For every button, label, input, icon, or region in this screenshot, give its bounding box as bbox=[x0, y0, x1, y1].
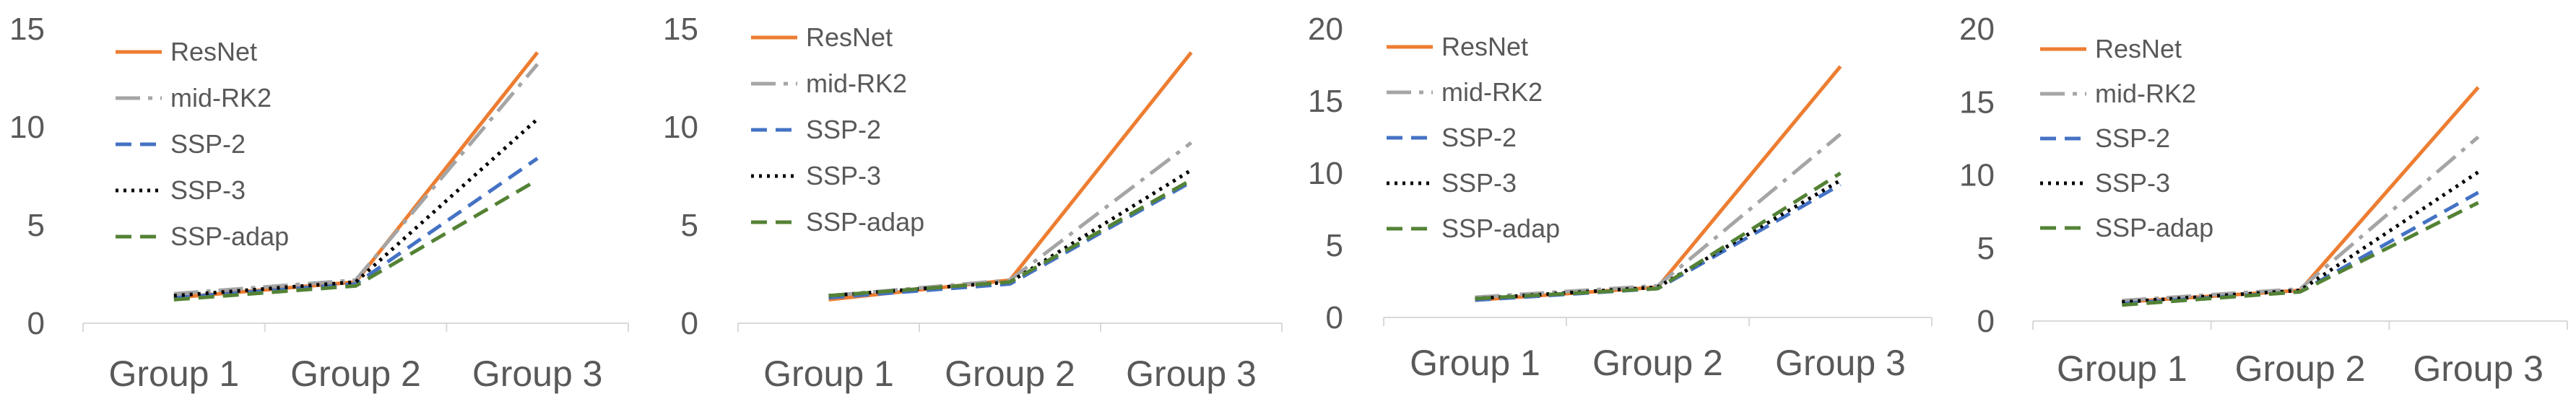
legend: ResNet mid-RK2 SSP-2 SSP-3 SSP-adap bbox=[116, 37, 289, 251]
legend-label: SSP-2 bbox=[170, 129, 246, 159]
x-tick-label: Group 2 bbox=[2235, 348, 2366, 389]
legend-label: SSP-2 bbox=[2095, 123, 2170, 153]
series-line-ssp-adap bbox=[828, 178, 1192, 298]
chart-1: 0 5 10 15 Group 1 Group 2 Group 3 ResNet mid-RK2… bbox=[9, 12, 629, 394]
x-tick-label: Group 3 bbox=[472, 354, 603, 394]
y-tick-label: 10 bbox=[9, 110, 45, 145]
y-tick-label: 20 bbox=[1959, 12, 1995, 47]
y-tick-label: 15 bbox=[1959, 84, 1995, 120]
legend-label: ResNet bbox=[806, 22, 893, 52]
series-line-ssp-adap bbox=[1475, 171, 1842, 301]
y-tick-label: 10 bbox=[1959, 158, 1995, 193]
x-tick-label: Group 1 bbox=[763, 354, 894, 394]
legend-label: SSP-3 bbox=[170, 175, 246, 205]
y-tick-label: 10 bbox=[663, 110, 698, 145]
series-line-resnet bbox=[2122, 86, 2480, 304]
legend-label: SSP-adap bbox=[806, 207, 924, 237]
series-line-ssp-adap bbox=[173, 178, 539, 302]
y-tick-label: 5 bbox=[681, 208, 698, 243]
x-tick-label: Group 2 bbox=[945, 354, 1075, 394]
y-tick-label: 5 bbox=[27, 208, 45, 243]
chart-2: 0 5 10 15 Group 1 Group 2 Group 3 ResNet mid-RK2… bbox=[663, 12, 1283, 394]
legend: ResNet mid-RK2 SSP-2 SSP-3 SSP-adap bbox=[751, 22, 924, 237]
y-tick-label: 0 bbox=[27, 306, 45, 341]
legend-label: mid-RK2 bbox=[170, 83, 272, 113]
legend-label: mid-RK2 bbox=[806, 69, 907, 98]
x-tick-label: Group 1 bbox=[1410, 343, 1540, 383]
series-line-mid-rk2 bbox=[2122, 135, 2480, 303]
chart-3: 0 5 10 15 20 Group 1 Group 2 Group 3 ResNet mid-R… bbox=[1308, 12, 1933, 383]
legend-label: ResNet bbox=[2095, 34, 2182, 63]
x-tick-label: Group 3 bbox=[2413, 348, 2544, 389]
legend-label: ResNet bbox=[1441, 32, 1528, 61]
x-tick-label: Group 3 bbox=[1775, 343, 1906, 383]
y-tick-label: 5 bbox=[1977, 231, 1995, 266]
legend-label: SSP-3 bbox=[806, 161, 881, 190]
chart-4: 0 5 10 15 20 Group 1 Group 2 Group 3 ResNet mid-R… bbox=[1959, 12, 2568, 389]
legend: ResNet mid-RK2 SSP-2 SSP-3 SSP-adap bbox=[2040, 34, 2213, 242]
legend-label: SSP-adap bbox=[1441, 214, 1560, 243]
legend-label: ResNet bbox=[170, 37, 257, 66]
legend: ResNet mid-RK2 SSP-2 SSP-3 SSP-adap bbox=[1387, 32, 1560, 243]
legend-label: SSP-3 bbox=[2095, 168, 2170, 198]
y-tick-label: 0 bbox=[1326, 300, 1343, 335]
legend-label: SSP-3 bbox=[1441, 168, 1517, 198]
x-tick-label: Group 1 bbox=[108, 354, 239, 394]
legend-label: mid-RK2 bbox=[1441, 77, 1543, 107]
legend-label: SSP-2 bbox=[1441, 123, 1517, 152]
x-tick-label: Group 3 bbox=[1126, 354, 1257, 394]
y-tick-label: 15 bbox=[9, 12, 45, 47]
y-tick-label: 0 bbox=[681, 306, 698, 341]
x-tick-label: Group 1 bbox=[2057, 348, 2187, 389]
legend-label: SSP-2 bbox=[806, 115, 881, 144]
y-tick-label: 15 bbox=[663, 12, 698, 47]
x-tick-label: Group 2 bbox=[1592, 343, 1723, 383]
legend-label: mid-RK2 bbox=[2095, 79, 2196, 108]
legend-label: SSP-adap bbox=[170, 221, 289, 251]
y-tick-label: 10 bbox=[1308, 156, 1343, 191]
y-tick-label: 20 bbox=[1308, 12, 1343, 47]
series-line-ssp-adap bbox=[2122, 201, 2479, 307]
y-tick-label: 15 bbox=[1308, 84, 1343, 119]
y-tick-label: 5 bbox=[1326, 228, 1343, 263]
y-tick-label: 0 bbox=[1977, 304, 1995, 339]
legend-label: SSP-adap bbox=[2095, 213, 2213, 242]
x-tick-label: Group 2 bbox=[290, 354, 421, 394]
